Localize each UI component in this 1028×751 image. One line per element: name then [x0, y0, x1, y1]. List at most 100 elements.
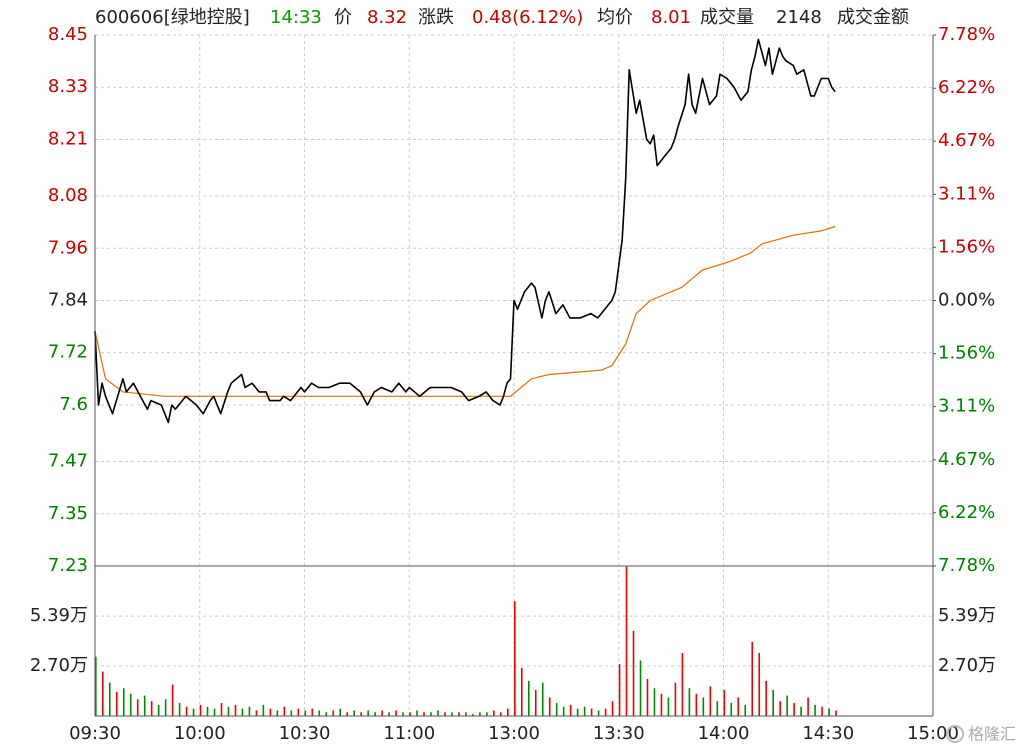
- y2-tick-label: 3.11%: [938, 396, 995, 417]
- y-tick-label: 7.96: [48, 237, 88, 258]
- volume-bar: [171, 684, 174, 716]
- y2-tick-label: 0.00%: [938, 290, 995, 311]
- y-tick-label: 7.72: [48, 342, 88, 363]
- volume-bar: [716, 701, 719, 716]
- volume-bar: [779, 701, 781, 716]
- volume-bar: [835, 710, 837, 716]
- volume-bar: [576, 708, 579, 716]
- volume-bar: [555, 703, 558, 716]
- volume-bar: [465, 712, 467, 716]
- volume-bar: [381, 710, 383, 716]
- y2-tick-label: 7.78%: [938, 555, 995, 576]
- header: 600606[绿地控股] 14:33 价 8.32 涨跌 0.48(6.12%)…: [95, 7, 909, 28]
- y2-tick-label: 7.78%: [938, 24, 995, 45]
- volume-bar: [569, 704, 572, 716]
- volume-bar: [101, 671, 104, 716]
- volume-bar: [213, 708, 216, 716]
- volume-bar: [793, 703, 795, 716]
- volume-bar: [367, 710, 369, 716]
- volume-bar: [255, 710, 258, 716]
- volume-bar: [730, 703, 733, 716]
- x-tick-label: 13:30: [593, 723, 645, 744]
- amount-label: 成交金额: [837, 7, 909, 28]
- volume-bar: [409, 712, 411, 716]
- price-line: [94, 38, 836, 424]
- change: 0.48(6.12%): [472, 7, 583, 28]
- volume-bar: [332, 710, 335, 716]
- volume-bar: [353, 710, 355, 716]
- y2-tick-label: 6.22%: [938, 502, 995, 523]
- volume-bar: [360, 712, 362, 716]
- volume-bar: [604, 708, 607, 716]
- y-tick-label: 8.21: [48, 128, 88, 149]
- volume-bar: [527, 680, 530, 716]
- x-tick-label: 14:30: [802, 723, 854, 744]
- volume-bar: [122, 688, 125, 716]
- volume-bar: [416, 710, 418, 716]
- y2-tick-label: 4.67%: [938, 449, 995, 470]
- volume-bar: [95, 656, 97, 716]
- volume-bar: [744, 704, 747, 716]
- volume-bar: [507, 708, 509, 716]
- price: 8.32: [367, 7, 407, 28]
- volume-bar: [164, 699, 167, 716]
- volume-bar: [611, 701, 614, 716]
- watermark-icon: [946, 725, 964, 743]
- volume-bar: [828, 708, 830, 716]
- volume-bar: [472, 714, 474, 716]
- volume-bar: [185, 706, 188, 716]
- volume-bar: [451, 712, 453, 716]
- watermark-group: 格隆汇: [946, 725, 1016, 744]
- y-tick-label: 7.84: [48, 290, 88, 311]
- vol-tick-label: 2.70万: [30, 655, 88, 676]
- volume-bar: [199, 704, 202, 716]
- volume-bar: [786, 695, 788, 716]
- volume-bar: [541, 682, 544, 716]
- volume-bar: [702, 697, 705, 716]
- x-tick-label: 10:30: [279, 723, 331, 744]
- volume-bar: [374, 712, 376, 716]
- volume-bar: [688, 688, 691, 716]
- y-tick-label: 8.08: [48, 185, 88, 206]
- volume-bar: [318, 710, 321, 716]
- volume-bar: [583, 706, 586, 716]
- volume-bar: [821, 706, 823, 716]
- volume-bar: [276, 710, 279, 716]
- volume-bar: [625, 566, 628, 716]
- volume-bar: [157, 704, 160, 716]
- x-tick-label: 11:00: [383, 723, 435, 744]
- volume-bar: [479, 712, 481, 716]
- x-tick-label: 14:00: [698, 723, 750, 744]
- volume-bar: [178, 703, 181, 716]
- volume-bar: [220, 703, 223, 716]
- y-tick-label: 7.47: [48, 451, 88, 472]
- volume-bar: [814, 704, 816, 716]
- y2-tick-label: 6.22%: [938, 77, 995, 98]
- volume-bar: [227, 706, 230, 716]
- volume-bar: [681, 653, 684, 716]
- volume-bar: [437, 710, 439, 716]
- volume-bar: [290, 710, 293, 716]
- volume-bar: [283, 706, 286, 716]
- volume: 2148: [776, 7, 822, 28]
- change-label: 涨跌: [418, 7, 454, 28]
- volume-bar: [108, 682, 111, 716]
- x-tick-label: 10:00: [174, 723, 226, 744]
- volume-bar: [667, 697, 670, 716]
- y-tick-label: 8.45: [48, 24, 88, 45]
- y2-tick-label: 1.56%: [938, 236, 995, 257]
- volume-bar: [709, 686, 712, 716]
- volume-bar: [660, 693, 663, 716]
- volume-bar: [618, 664, 621, 716]
- price-label: 价: [334, 7, 352, 28]
- volume-bar: [115, 691, 118, 716]
- volume-bar: [143, 695, 146, 716]
- volume-bar: [514, 601, 516, 716]
- volume-bar: [402, 712, 404, 716]
- avg-label: 均价: [597, 7, 633, 28]
- volume-bar: [723, 690, 726, 716]
- volume-bar: [150, 701, 153, 716]
- vol-tick-label: 2.70万: [938, 655, 996, 676]
- volume-bar: [597, 710, 600, 716]
